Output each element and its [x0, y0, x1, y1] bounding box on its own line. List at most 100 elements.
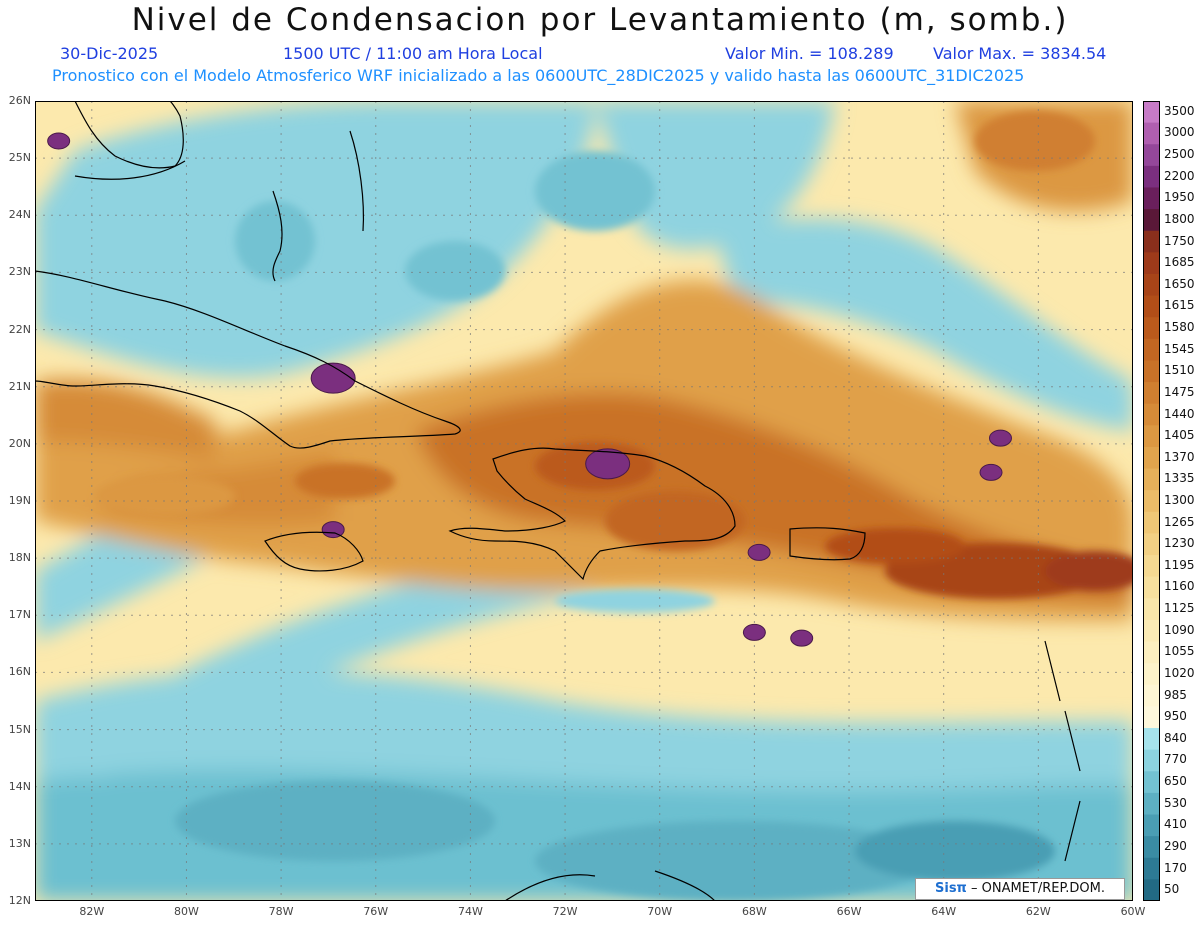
eleuthera-coast	[349, 130, 365, 232]
jamaica-coast	[264, 531, 364, 572]
map-title: Nivel de Condensacion por Levantamiento …	[131, 2, 1069, 38]
legend-label: 1615	[1164, 298, 1195, 313]
legend-label: 1545	[1164, 341, 1195, 356]
legend-label: 3500	[1164, 103, 1195, 118]
sispi-logo: Sisπ	[935, 881, 967, 896]
longitude-label: 82W	[79, 905, 105, 918]
legend-label: 1160	[1164, 579, 1195, 594]
legend-label: 1055	[1164, 644, 1195, 659]
legend-label: 1685	[1164, 255, 1195, 270]
hot-spot-hispaniola-cordillera	[585, 448, 631, 480]
legend-swatch	[1143, 101, 1160, 124]
latitude-label: 17N	[8, 608, 31, 622]
max-value: Valor Max. = 3834.54	[933, 44, 1107, 63]
hot-spot-atlantic-east	[988, 429, 1012, 447]
hot-spot-mona-passage	[747, 543, 771, 561]
legend-swatch	[1143, 728, 1160, 751]
latitude-label: 25N	[8, 151, 31, 165]
legend-label: 1020	[1164, 665, 1195, 680]
latitude-label: 19N	[8, 494, 31, 507]
legend-swatch	[1143, 165, 1160, 188]
legend-label: 1750	[1164, 233, 1195, 248]
hispaniola-coast	[448, 447, 736, 581]
legend-label: 985	[1164, 687, 1187, 702]
credit-text: – ONAMET/REP.DOM.	[966, 881, 1105, 896]
hot-spot-caribbean-south-1	[790, 629, 814, 647]
min-value: Valor Min. = 108.289	[725, 44, 894, 63]
legend-label: 1950	[1164, 190, 1195, 205]
latitude-label: 24N	[8, 208, 31, 222]
legend-swatch	[1143, 792, 1160, 816]
hot-spot-north-cuba-cay	[310, 362, 356, 394]
latitude-label: 26N	[8, 94, 31, 107]
legend-swatch	[1143, 490, 1160, 513]
map-frame	[35, 101, 1133, 901]
legend-swatch	[1143, 684, 1160, 707]
florida-keys	[74, 160, 186, 180]
legend-label: 2200	[1164, 168, 1195, 183]
longitude-label: 80W	[174, 905, 199, 918]
legend-label: 1125	[1164, 601, 1195, 616]
legend-label: 1230	[1164, 536, 1195, 551]
credit-box: Sisπ – ONAMET/REP.DOM.	[915, 878, 1125, 900]
legend-label: 1300	[1164, 493, 1195, 507]
longitude-label: 78W	[268, 905, 294, 918]
legend-swatch	[1143, 144, 1160, 167]
legend-label: 950	[1164, 709, 1187, 724]
legend-swatch	[1143, 122, 1160, 145]
legend-label: 410	[1164, 817, 1187, 832]
color-legend-bar	[1143, 101, 1160, 901]
valid-date: 30-Dic-2025	[60, 44, 159, 63]
legend-swatch	[1143, 576, 1160, 599]
legend-label: 1440	[1164, 406, 1195, 421]
legend-swatch	[1143, 252, 1160, 275]
legend-label: 770	[1164, 752, 1187, 767]
hot-spot-atlantic-east-2	[979, 463, 1003, 481]
forecast-note: Pronostico con el Modelo Atmosferico WRF…	[52, 66, 1025, 85]
legend-label: 1650	[1164, 276, 1195, 291]
hot-spot-bahamas-north	[47, 132, 71, 150]
legend-label: 650	[1164, 774, 1187, 789]
legend-swatch	[1143, 706, 1160, 729]
legend-label: 290	[1164, 838, 1187, 853]
latitude-label: 23N	[8, 265, 31, 279]
latitude-label: 22N	[8, 322, 31, 336]
hot-spot-jamaica-north	[321, 521, 345, 539]
latitude-label: 14N	[8, 779, 31, 793]
valid-time: 1500 UTC / 11:00 am Hora Local	[283, 44, 543, 63]
legend-swatch	[1143, 641, 1160, 664]
longitude-label: 68W	[741, 905, 767, 918]
legend-swatch	[1143, 230, 1160, 253]
venezuela-coast	[504, 870, 716, 901]
latitude-label: 21N	[8, 379, 31, 393]
legend-swatch	[1143, 273, 1160, 297]
legend-swatch	[1143, 749, 1160, 772]
legend-swatch	[1143, 598, 1160, 621]
legend-label: 1580	[1164, 320, 1195, 335]
longitude-label: 62W	[1025, 905, 1051, 918]
legend-swatch	[1143, 317, 1160, 340]
legend-swatch	[1143, 338, 1160, 361]
legend-swatch	[1143, 360, 1160, 383]
legend-swatch	[1143, 879, 1160, 901]
legend-swatch	[1143, 209, 1160, 232]
puerto-rico-coast	[789, 527, 866, 561]
legend-label: 1090	[1164, 622, 1195, 637]
longitude-label: 72W	[552, 905, 578, 918]
legend-swatch	[1143, 533, 1160, 556]
legend-label: 840	[1164, 730, 1187, 745]
longitude-label: 70W	[647, 905, 673, 918]
legend-swatch	[1143, 555, 1160, 578]
legend-swatch	[1143, 446, 1160, 470]
legend-label: 1510	[1164, 363, 1195, 378]
legend-swatch	[1143, 382, 1160, 405]
legend-swatch	[1143, 663, 1160, 686]
legend-swatch	[1143, 836, 1160, 859]
longitude-label: 60W	[1120, 905, 1146, 918]
legend-swatch	[1143, 771, 1160, 794]
legend-label: 1335	[1164, 471, 1195, 486]
lat-lon-grid	[35, 101, 1133, 901]
longitude-label: 74W	[457, 905, 483, 918]
legend-swatch	[1143, 468, 1160, 491]
latitude-label: 16N	[8, 665, 31, 679]
